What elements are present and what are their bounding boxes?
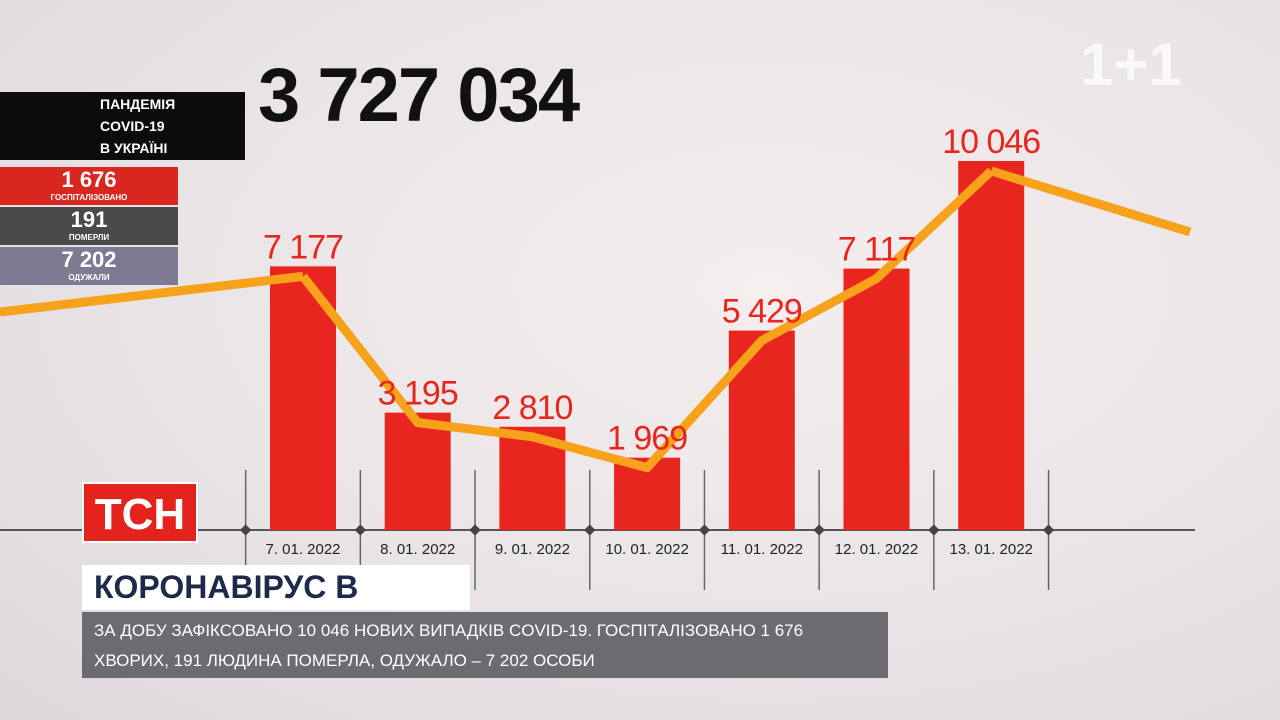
panel-line: COVID-19	[100, 118, 165, 134]
value-label: 7 177	[263, 228, 343, 266]
stat-label: ОДУЖАЛИ	[68, 273, 110, 282]
x-tick-label: 12. 01. 2022	[835, 541, 918, 558]
x-tick-label: 10. 01. 2022	[605, 541, 688, 558]
channel-logo: 1+1	[1080, 31, 1182, 98]
value-label: 3 195	[378, 375, 458, 413]
trend-extension	[989, 166, 1192, 237]
trend-line	[299, 167, 995, 473]
ticker: ЗА ДОБУ ЗАФІКСОВАНО 10 046 НОВИХ ВИПАДКІ…	[82, 612, 888, 678]
value-label: 7 117	[838, 231, 916, 269]
value-label: 2 810	[492, 389, 572, 427]
panel-line: В УКРАЇНІ	[100, 140, 168, 156]
value-label: 1 969	[607, 420, 687, 458]
tick-diamond	[584, 524, 596, 536]
stat-label: ПОМЕРЛИ	[68, 233, 110, 242]
tick-diamond	[469, 524, 481, 536]
headline: КОРОНАВІРУС В УКРАЇНІ	[82, 565, 470, 650]
stat-recovered: 7 202 ОДУЖАЛИ	[0, 247, 178, 285]
tick-diamond	[813, 524, 825, 536]
stat-value: 191	[70, 207, 108, 232]
x-tick-label: 8. 01. 2022	[380, 541, 455, 558]
tick-diamond	[354, 524, 367, 536]
tick-diamond	[698, 524, 711, 536]
x-tick-label: 13. 01. 2022	[949, 541, 1032, 558]
stat-label: ГОСПІТАЛІЗОВАНО	[50, 193, 128, 202]
tick-diamond	[239, 524, 252, 536]
stat-value: 7 202	[61, 247, 117, 272]
stat-hospitalized: 1 676 ГОСПІТАЛІЗОВАНО	[0, 167, 178, 205]
x-tick-label: 11. 01. 2022	[721, 541, 803, 558]
stat-died: 191 ПОМЕРЛИ	[0, 207, 178, 245]
value-label: 10 046	[942, 123, 1040, 161]
show-logo: ТСН	[82, 482, 198, 543]
value-label: 5 429	[722, 293, 802, 331]
total: 3 727 034	[258, 53, 580, 138]
stat-value: 1 676	[61, 167, 117, 192]
bar	[958, 161, 1025, 530]
panel-title: ПАНДЕМІЯ COVID-19 В УКРАЇНІ	[0, 92, 245, 160]
tick-diamond	[928, 524, 940, 536]
bar	[384, 412, 451, 530]
panel-line: ПАНДЕМІЯ	[100, 96, 176, 112]
x-tick-label: 9. 01. 2022	[495, 541, 570, 558]
trend-extension	[0, 271, 304, 317]
x-tick-label: 7. 01. 2022	[265, 541, 340, 558]
tick-diamond	[1042, 524, 1055, 536]
bar	[843, 268, 910, 530]
